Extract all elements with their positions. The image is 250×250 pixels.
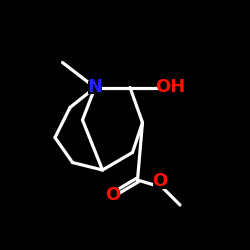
Text: N: N [88, 78, 102, 96]
Text: O: O [105, 186, 120, 204]
Text: OH: OH [155, 78, 185, 96]
Bar [160, 80, 180, 94]
Text: O: O [152, 172, 168, 190]
Bar [106, 188, 120, 202]
Bar [153, 176, 167, 190]
Bar [88, 80, 102, 94]
